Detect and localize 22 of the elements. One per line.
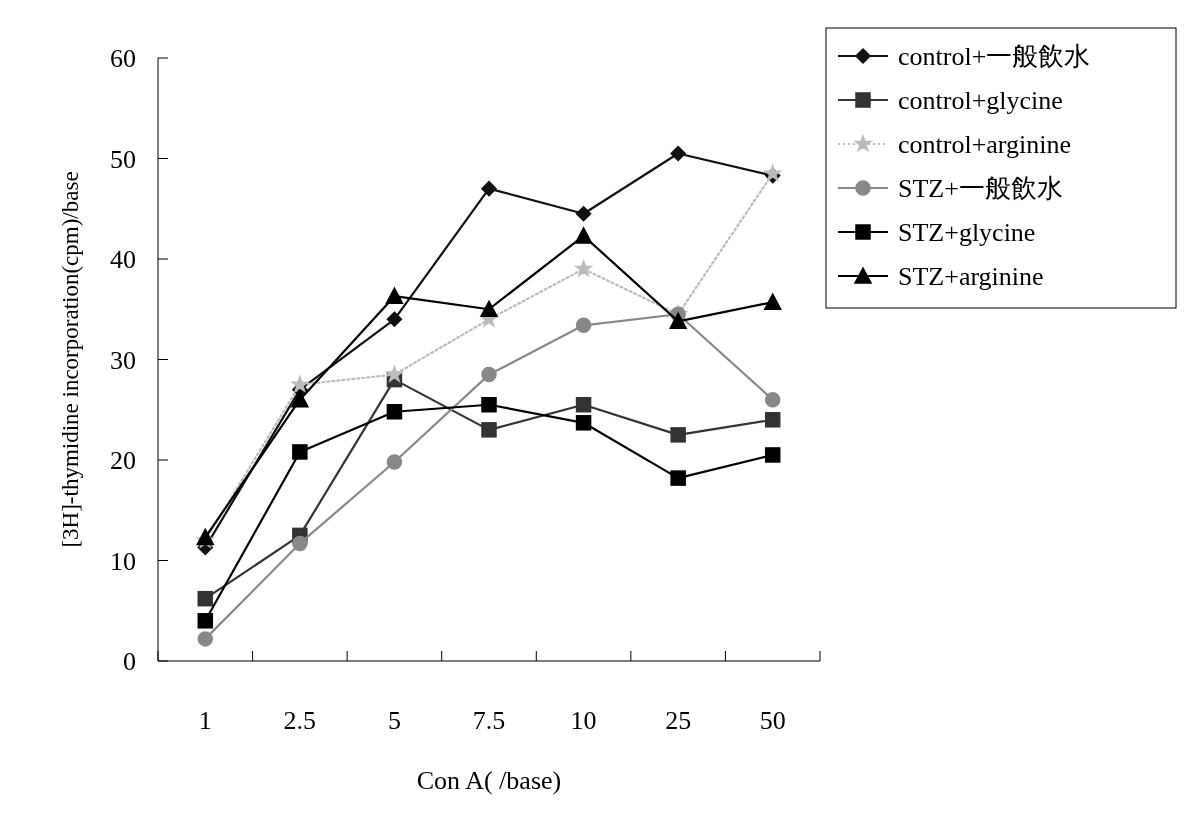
- y-tick-label: 10: [110, 546, 136, 576]
- y-tick-label: 20: [110, 446, 136, 475]
- x-tick-label: 10: [570, 706, 597, 735]
- x-tick-label: 7.5: [472, 706, 506, 735]
- legend-label: control+glycine: [898, 86, 1063, 115]
- y-tick-label: 40: [110, 245, 136, 274]
- y-tick-label: 60: [110, 44, 136, 73]
- y-tick-label: 30: [110, 345, 136, 375]
- x-tick-label: 5: [387, 706, 401, 735]
- x-tick-label: 25: [665, 706, 692, 735]
- y-tick-label: 0: [123, 647, 136, 676]
- y-axis-title: [3H]-thymidine incorporation(cpm)/base: [58, 171, 83, 548]
- y-tick-label: 50: [110, 144, 136, 174]
- legend-label: control+一般飲水: [898, 42, 1091, 71]
- legend-label: control+arginine: [898, 130, 1072, 159]
- x-axis-title: Con A( /base): [416, 766, 562, 795]
- legend-label: STZ+glycine: [898, 218, 1036, 247]
- x-tick-label: 2.5: [283, 706, 317, 735]
- x-tick-label: 50: [759, 706, 786, 735]
- legend-label: STZ+arginine: [898, 262, 1044, 291]
- x-tick-label: 1: [198, 706, 212, 735]
- legend-label: STZ+一般飲水: [898, 174, 1063, 203]
